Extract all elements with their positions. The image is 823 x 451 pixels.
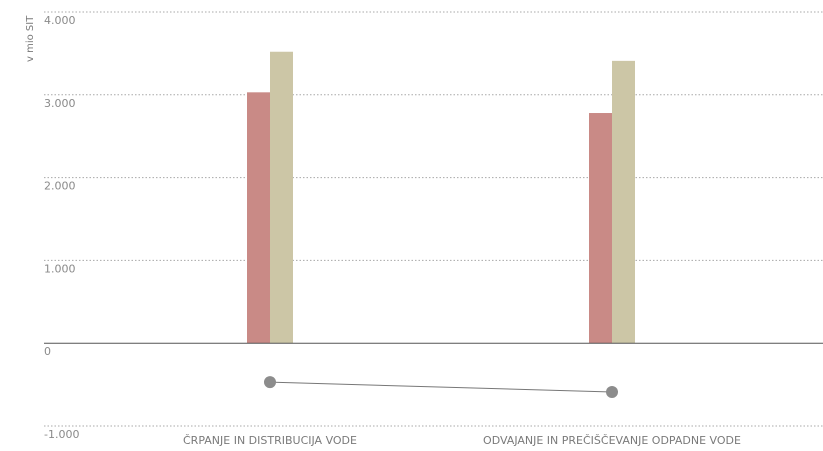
bar <box>270 51 293 344</box>
y-tick-label: 1.000 <box>44 262 76 275</box>
y-tick-label: 4.000 <box>44 14 76 27</box>
line-point <box>264 376 276 389</box>
y-axis-label: v mio SIT <box>25 15 36 62</box>
category-label: ČRPANJE IN DISTRIBUCIJA VODE <box>183 434 357 447</box>
y-tick-label: 0 <box>44 345 51 358</box>
gridlines <box>44 11 823 427</box>
bar <box>589 113 612 344</box>
y-tick-label: 3.000 <box>44 97 76 110</box>
bars <box>247 51 635 344</box>
category-label: ODVAJANJE IN PREČIŠČEVANJE ODPADNE VODE <box>483 434 741 447</box>
y-tick-label: 2.000 <box>44 180 76 193</box>
bar <box>247 92 270 344</box>
bar <box>612 60 635 344</box>
y-tick-labels: 4.000 3.000 2.000 1.000 0 -1.000 <box>44 14 79 441</box>
line-point <box>606 386 618 399</box>
series-line <box>269 381 613 393</box>
y-tick-label: -1.000 <box>44 428 79 441</box>
line-series <box>264 376 618 399</box>
category-labels: ČRPANJE IN DISTRIBUCIJA VODE ODVAJANJE IN… <box>183 434 741 447</box>
